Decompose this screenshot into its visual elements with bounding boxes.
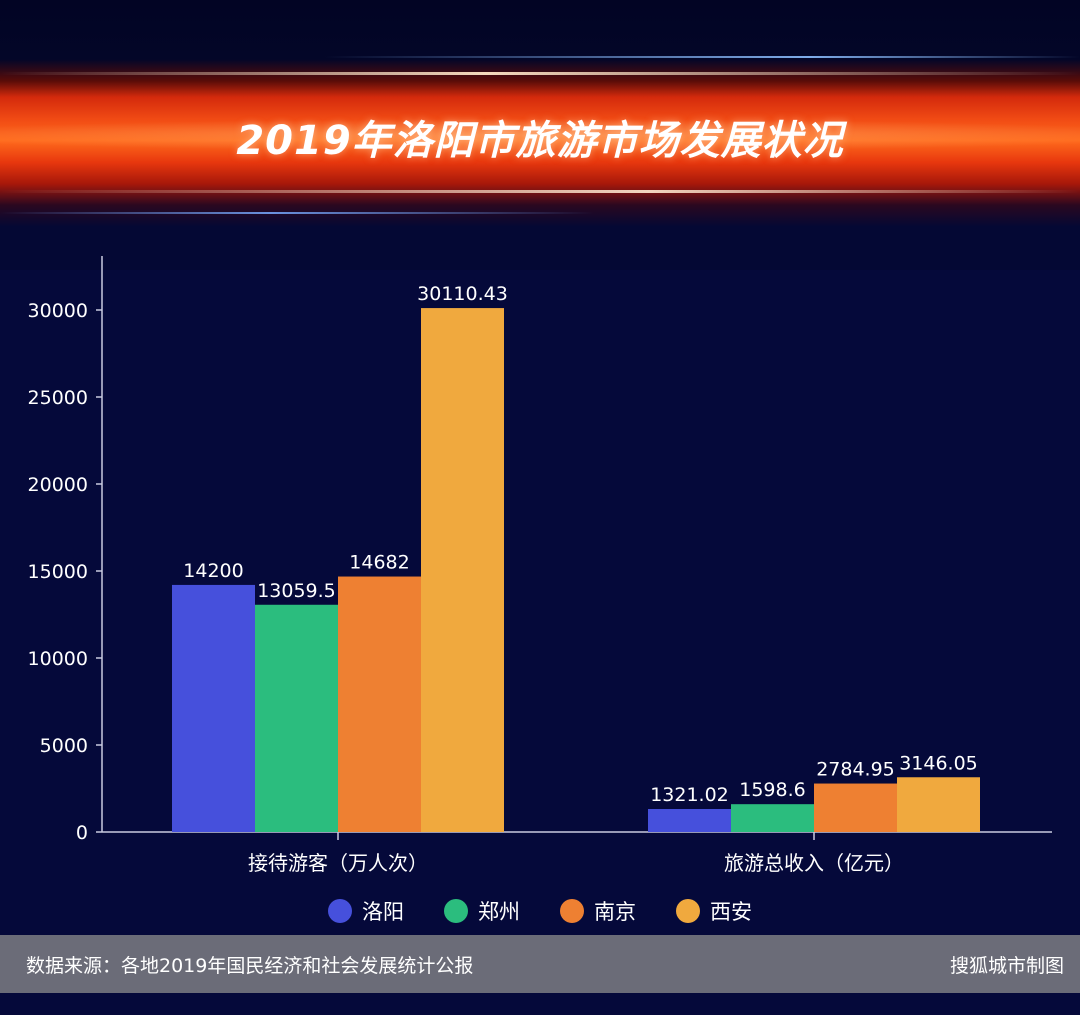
x-category-label: 旅游总收入（亿元） — [724, 851, 904, 875]
credit-note: 搜狐城市制图 — [949, 954, 1064, 977]
y-tick-label: 25000 — [28, 387, 88, 409]
x-category-label: 接待游客（万人次） — [248, 851, 428, 875]
chart-title: 2019年洛阳市旅游市场发展状况 — [236, 118, 844, 164]
bar-data-label: 1321.02 — [650, 784, 729, 806]
bar — [255, 604, 338, 832]
bar-data-label: 2784.95 — [816, 759, 895, 781]
legend-swatch — [444, 899, 468, 923]
legend: 洛阳 郑州 南京 西安 — [0, 896, 1080, 926]
y-tick-label: 20000 — [28, 474, 88, 496]
light-streak — [0, 190, 1080, 193]
y-tick-label: 10000 — [28, 648, 88, 670]
legend-item: 郑州 — [444, 896, 520, 926]
legend-item: 洛阳 — [328, 896, 404, 926]
bar-data-label: 3146.05 — [899, 752, 978, 774]
legend-label: 西安 — [710, 900, 752, 924]
legend-label: 洛阳 — [362, 900, 404, 924]
bar — [814, 783, 897, 832]
light-streak — [0, 72, 1080, 75]
bar — [421, 308, 504, 833]
legend-label: 郑州 — [478, 900, 520, 924]
bar-data-label: 1598.6 — [739, 779, 805, 801]
bar — [338, 576, 421, 832]
legend-item: 南京 — [560, 896, 636, 926]
bar-data-label: 14200 — [183, 560, 243, 582]
legend-swatch — [328, 899, 352, 923]
bar — [897, 777, 980, 832]
legend-swatch — [676, 899, 700, 923]
light-streak — [0, 212, 1080, 214]
legend-item: 西安 — [676, 896, 752, 926]
data-source-note: 数据来源：各地2019年国民经济和社会发展统计公报 — [26, 954, 474, 977]
bar — [648, 809, 731, 832]
bar-data-label: 13059.5 — [257, 580, 336, 602]
bar — [731, 804, 814, 832]
bar-data-label: 30110.43 — [417, 283, 508, 305]
bar-data-label: 14682 — [349, 552, 409, 574]
legend-swatch — [560, 899, 584, 923]
header-banner: 2019年洛阳市旅游市场发展状况 — [0, 0, 1080, 270]
footer-bar: 数据来源：各地2019年国民经济和社会发展统计公报 搜狐城市制图 — [0, 935, 1080, 993]
y-tick-label: 0 — [76, 822, 88, 844]
y-tick-label: 15000 — [28, 561, 88, 583]
y-tick-label: 5000 — [40, 735, 88, 757]
bar — [172, 584, 255, 832]
light-streak — [0, 56, 1080, 58]
legend-label: 南京 — [594, 900, 636, 924]
y-tick-label: 30000 — [28, 300, 88, 322]
